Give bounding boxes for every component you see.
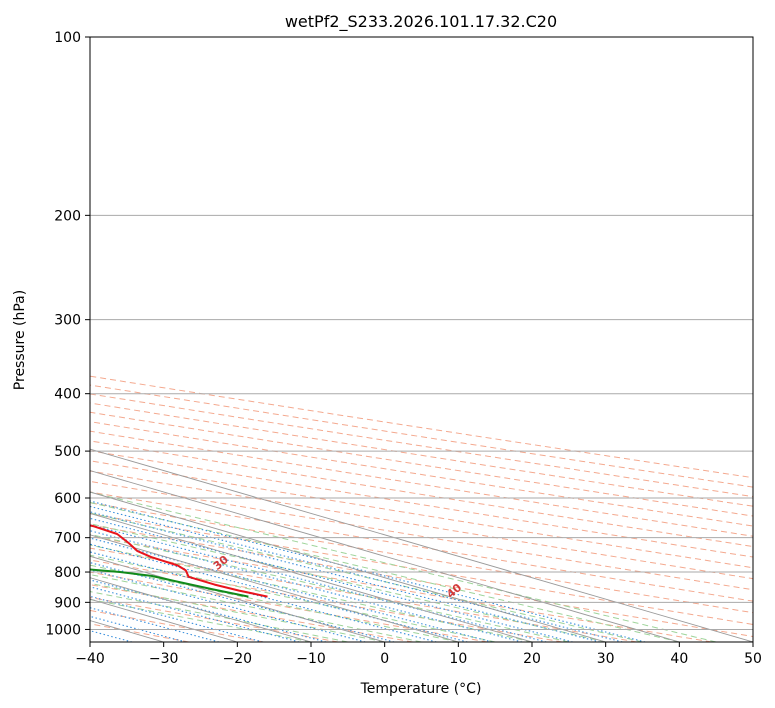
y-tick-label: 900 xyxy=(54,595,81,611)
mixing-ratio-lines xyxy=(90,500,646,642)
moist-adiabat-line xyxy=(90,491,717,642)
mixing-ratio-line xyxy=(90,517,573,642)
dry-adiabat-line xyxy=(90,584,413,642)
dry-adiabat-line xyxy=(90,421,753,527)
y-tick-label: 300 xyxy=(54,313,81,329)
moist-adiabat-line xyxy=(90,591,348,642)
mixing-ratio-line xyxy=(90,505,623,642)
dry-adiabat-line xyxy=(90,393,753,498)
mixing-ratio-line xyxy=(90,511,601,642)
plot-frame xyxy=(89,36,754,643)
y-tick-label: 1000 xyxy=(45,622,81,638)
x-tick-label: 50 xyxy=(744,651,762,667)
mixing-ratio-line xyxy=(90,551,437,642)
dry-adiabat-label: 30 xyxy=(211,553,231,573)
moist-adiabat-line xyxy=(90,574,422,642)
y-tick-label: 100 xyxy=(54,30,81,46)
dry-adiabat-line xyxy=(90,502,753,614)
x-tick-label: 10 xyxy=(449,651,467,667)
x-tick-label: −10 xyxy=(296,651,326,667)
y-tick-label: 400 xyxy=(54,387,81,403)
y-tick-label: 200 xyxy=(54,208,81,224)
x-axis-ticks: −40 −30 −20 −10 0 10 20 30 40 50 xyxy=(75,642,762,667)
x-tick-label: 0 xyxy=(380,651,389,667)
dry-adiabat-line xyxy=(90,375,753,479)
dry-adiabat-line xyxy=(90,450,753,558)
moist-adiabat-line xyxy=(90,512,643,642)
dry-adiabat-line xyxy=(90,440,753,548)
moist-adiabat-line xyxy=(90,533,569,642)
dry-adiabats xyxy=(90,375,753,642)
x-tick-label: −20 xyxy=(223,651,253,667)
dry-adiabat-line xyxy=(90,402,753,507)
mixing-ratio-line xyxy=(90,500,646,642)
dry-adiabat-line xyxy=(90,430,753,537)
moist-adiabat-line xyxy=(90,582,385,642)
moist-adiabat-line xyxy=(90,544,533,642)
moist-adiabats xyxy=(90,491,717,642)
dry-adiabat-line xyxy=(90,524,753,638)
y-tick-label: 700 xyxy=(54,531,81,547)
dry-adiabat-line xyxy=(90,384,753,488)
mixing-ratio-line xyxy=(90,607,220,642)
pressure-gridlines xyxy=(90,37,753,630)
isotherm-line xyxy=(90,534,459,642)
x-axis-label: Temperature (°C) xyxy=(360,681,482,697)
mixing-ratio-line xyxy=(90,530,523,642)
sounding-series xyxy=(90,524,268,598)
dry-adiabat-line xyxy=(90,513,753,625)
dry-adiabat-line xyxy=(90,623,189,642)
x-tick-label: 20 xyxy=(523,651,541,667)
moist-adiabat-line xyxy=(90,523,606,642)
isotherm-line xyxy=(90,512,533,642)
dewpoint-line xyxy=(90,568,249,598)
chart-title: wetPf2_S233.2026.101.17.32.C20 xyxy=(285,12,557,32)
isotherm-line xyxy=(90,470,680,642)
dry-adiabat-line xyxy=(90,547,638,642)
mixing-ratio-line xyxy=(90,615,186,642)
x-tick-label: 40 xyxy=(670,651,688,667)
isotherm-line xyxy=(90,448,753,642)
dry-adiabat-line xyxy=(90,411,753,517)
temperature-line xyxy=(90,524,268,598)
mixing-ratio-line xyxy=(90,579,327,642)
dry-adiabat-line xyxy=(90,559,563,642)
y-tick-label: 600 xyxy=(54,491,81,507)
dry-adiabat-line xyxy=(90,480,753,591)
moist-adiabat-line xyxy=(90,501,680,642)
mixing-ratio-line xyxy=(90,524,547,642)
x-tick-label: −30 xyxy=(149,651,179,667)
x-tick-label: −40 xyxy=(75,651,105,667)
dry-adiabat-line xyxy=(90,460,753,569)
y-tick-label: 500 xyxy=(54,444,81,460)
dry-adiabat-line xyxy=(90,609,264,642)
dry-adiabat-line xyxy=(90,491,753,602)
dry-adiabat-line xyxy=(90,470,753,580)
isotherms xyxy=(90,448,753,642)
plot-area: -100-90-80-70-60-50-40-30-20-10 01020304… xyxy=(90,37,753,642)
dry-adiabat-line xyxy=(90,535,712,642)
isotherm-line xyxy=(90,491,606,642)
dry-adiabat-line xyxy=(90,571,488,642)
y-axis-label: Pressure (hPa) xyxy=(12,290,28,390)
x-tick-label: 30 xyxy=(597,651,615,667)
y-tick-label: 800 xyxy=(54,565,81,581)
moist-adiabat-line xyxy=(90,564,459,642)
y-axis-ticks: 100 200 300 400 500 600 700 800 900 1000 xyxy=(45,30,90,638)
